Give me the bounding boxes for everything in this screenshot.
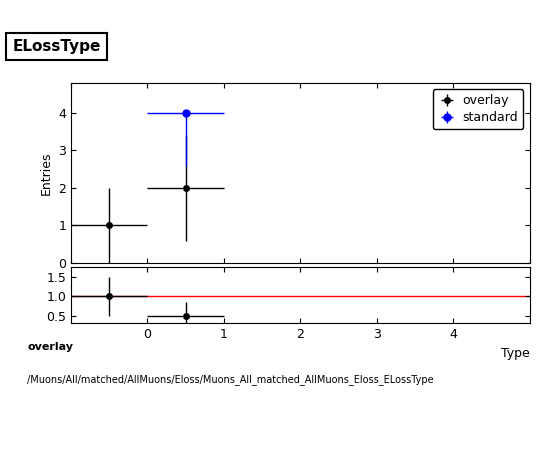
Text: /Muons/All/matched/AllMuons/Eloss/Muons_All_matched_AllMuons_Eloss_ELossType: /Muons/All/matched/AllMuons/Eloss/Muons_… [27, 374, 434, 385]
X-axis label: Type: Type [501, 347, 530, 360]
Text: ELossType: ELossType [12, 39, 100, 54]
Text: overlay: overlay [27, 342, 73, 352]
Legend: overlay, standard: overlay, standard [433, 90, 524, 129]
Y-axis label: Entries: Entries [39, 151, 52, 195]
